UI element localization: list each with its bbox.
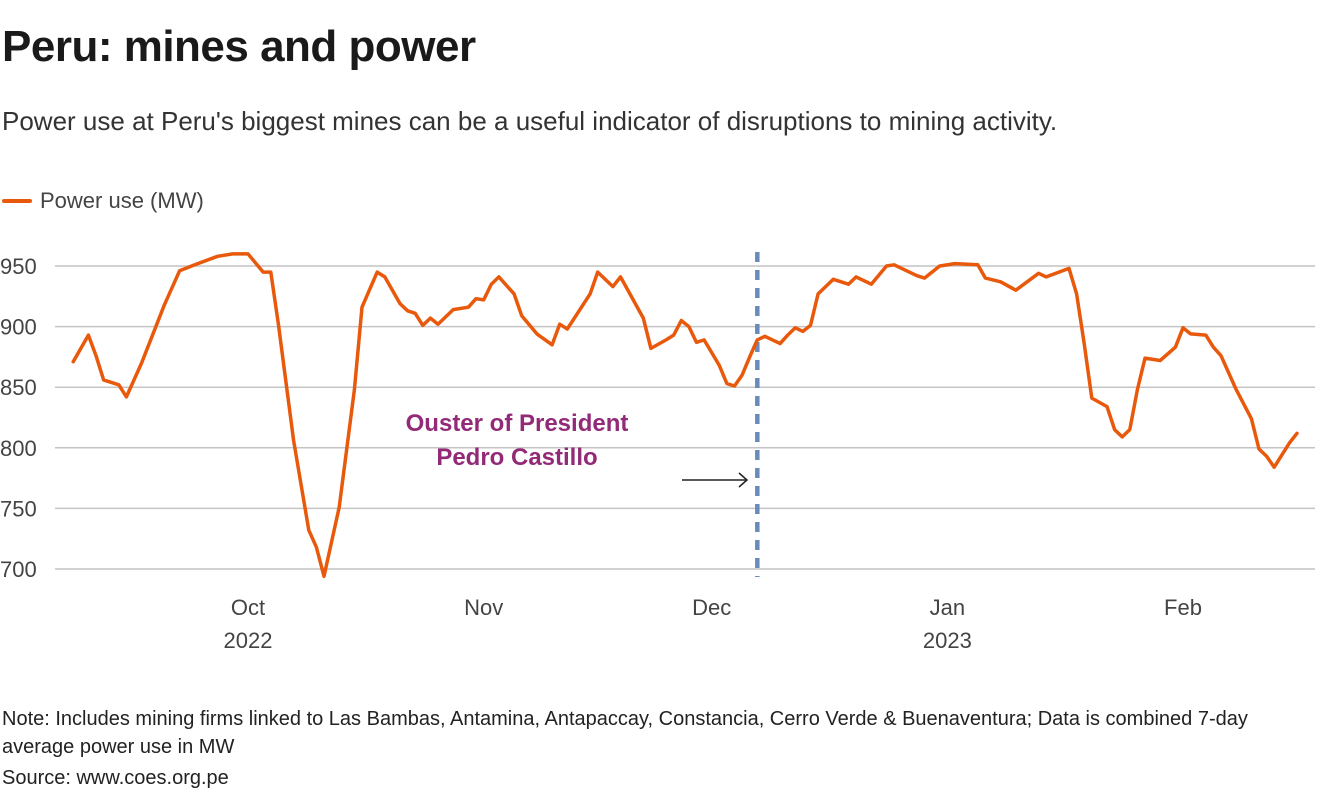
y-tick-label: 850 [0,375,37,400]
x-tick-label: Dec [692,595,731,620]
arrow-head-icon [738,472,749,488]
x-tick-label: Jan [930,595,965,620]
legend: Power use (MW) [2,188,204,214]
y-tick-label: 800 [0,436,37,461]
y-tick-label: 750 [0,496,37,521]
annotation-label-line1: Ouster of President [406,410,629,437]
x-tick-label: Feb [1164,595,1202,620]
line-chart: 700 750 800 850 900 950 Oct 2022 Nov Dec Jan 2023 Fe… [0,252,1315,653]
footnote: Note: Includes mining firms linked to La… [2,708,1248,758]
x-tick-year-label: 2022 [224,628,273,653]
x-tick-year-label: 2023 [923,628,972,653]
x-tick-label: Oct [231,595,265,620]
x-tick-label: Nov [464,595,503,620]
legend-label: Power use (MW) [40,188,204,213]
source-note: Source: www.coes.org.pe [2,767,229,789]
series-line-power-use [71,252,1299,579]
chart-title: Peru: mines and power [2,22,476,71]
chart-subtitle: Power use at Peru's biggest mines can be… [2,106,1058,136]
annotation-label-line2: Pedro Castillo [436,444,597,471]
y-tick-label: 900 [0,315,37,340]
legend-swatch [2,199,32,203]
y-tick-label: 950 [0,254,37,279]
y-tick-label: 700 [0,557,37,582]
